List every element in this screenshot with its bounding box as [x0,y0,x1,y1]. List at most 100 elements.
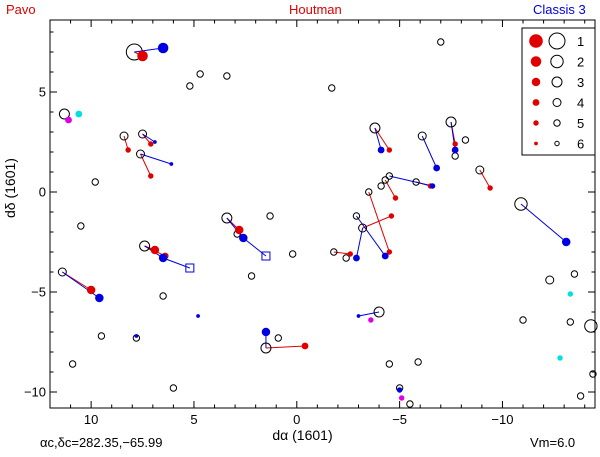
class-title: Classis 3 [533,2,586,17]
legend-label: 6 [577,137,584,152]
catalog-star [57,267,67,277]
catalog-star [584,319,598,333]
blue-star [157,42,169,54]
blue-square-marker [261,251,271,261]
catalog-star [58,108,70,120]
magenta-star [65,116,72,124]
catalog-star [288,250,297,258]
magenta-star [368,317,374,323]
catalog-star [445,116,457,128]
center-coordinates-label: αc,δc=282.35,−65.99 [40,435,163,450]
red-star [234,225,244,235]
blue-star [261,327,271,337]
x-tick-label: −10 [491,412,513,427]
catalog-star [135,149,145,159]
plot-frame [49,19,596,409]
catalog-star [570,270,579,278]
legend-open-marker [554,140,560,147]
red-star [386,147,393,153]
blue-star [429,183,436,189]
catalog-star [414,358,422,366]
blue-star [356,314,361,318]
red-star [150,245,160,255]
legend-open-marker [548,32,566,50]
blue-star [381,252,389,260]
catalog-star [68,360,77,368]
catalog-star [514,197,528,211]
y-tick-label: −5 [31,285,46,300]
red-star [86,285,96,295]
red-offset-line [374,127,390,151]
blue-star [196,314,200,318]
blue-star [451,146,459,154]
blue-offset-line [520,203,567,243]
catalog-star [186,82,194,90]
catalog-star [342,254,350,262]
x-tick-label: 0 [293,412,300,427]
red-offset-line [368,191,390,253]
y-tick-label: −10 [24,385,46,400]
blue-square-marker [185,263,195,273]
catalog-star [369,122,381,134]
catalog-star [373,306,385,318]
catalog-star [266,212,274,220]
catalog-title: Houtman [289,2,342,17]
legend-label: 5 [577,116,584,131]
x-tick-label: 5 [190,412,197,427]
legend-filled-marker [531,77,541,87]
blue-star [95,293,104,303]
catalog-star [169,384,178,392]
legend-filled-marker [530,56,542,67]
x-tick-label: 10 [84,412,98,427]
blue-star [134,334,139,338]
catalog-star [589,370,597,378]
catalog-star [247,272,256,280]
blue-offset-line [358,311,380,317]
blue-star [158,253,168,263]
catalog-star [437,38,445,46]
cyan-star [567,291,574,297]
catalog-star [451,152,459,160]
catalog-star [330,248,338,256]
catalog-star [475,165,485,175]
legend-label: 2 [577,55,584,70]
catalog-star [412,178,420,186]
catalog-star [519,316,527,324]
legend-open-marker [553,119,561,127]
legend-filled-marker [532,99,540,106]
red-star [388,213,395,219]
catalog-star [119,131,129,141]
blue-offset-line [389,175,433,187]
blue-star [561,237,571,247]
catalog-star [223,72,231,80]
legend-filled-marker [534,141,538,146]
red-star [137,50,148,62]
cyan-star [75,110,83,118]
blue-offset-line [355,227,364,259]
catalog-star [138,129,148,139]
x-tick-label: −5 [392,412,407,427]
catalog-star [365,188,373,196]
catalog-star [358,223,368,233]
red-star [452,141,458,147]
constellation-title: Pavo [6,2,36,17]
blue-offset-line [140,153,172,165]
blue-offset-line [421,135,438,169]
catalog-star [385,360,394,368]
red-star [487,185,493,191]
blue-offset-line [374,127,382,151]
catalog-star [221,212,233,224]
catalog-star [97,332,106,340]
red-star [301,342,309,350]
blue-star [239,233,248,243]
blue-star [153,140,157,144]
legend-label: 4 [577,96,584,111]
catalog-star [139,240,151,252]
blue-star [353,254,360,262]
catalog-star [274,334,282,342]
legend-label: 1 [577,34,584,49]
catalog-star [377,182,385,190]
legend-open-marker [551,76,563,88]
magenta-star [398,395,405,401]
